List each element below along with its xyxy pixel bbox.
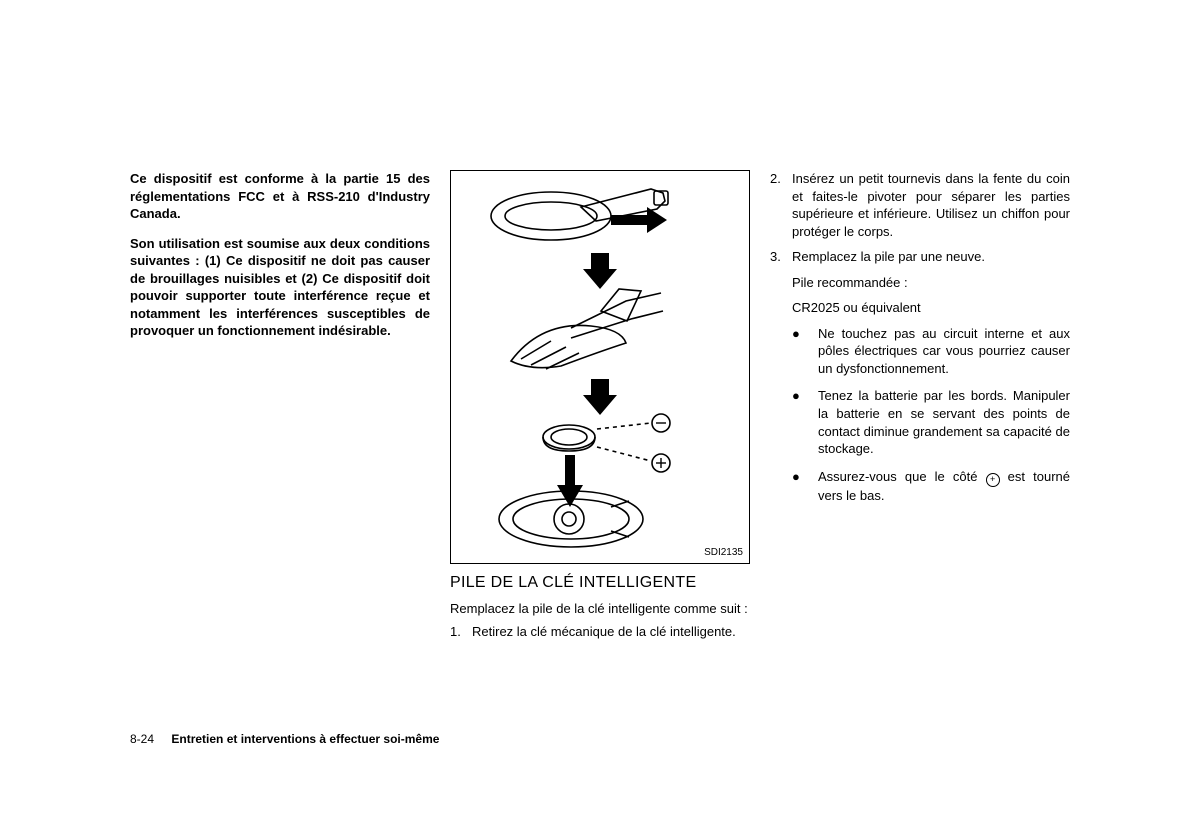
column-3: 2. Insérez un petit tournevis dans la fe… — [770, 170, 1070, 649]
step-3-text: Remplacez la pile par une neuve. — [792, 248, 1070, 266]
bullet-3: ● Assurez-vous que le côté + est tourné … — [792, 468, 1070, 505]
step-2: 2. Insérez un petit tournevis dans la fe… — [770, 170, 1070, 240]
figure-battery-replacement: SDI2135 — [450, 170, 750, 564]
key-battery-illustration — [451, 171, 749, 563]
bullet-3-text: Assurez-vous que le côté + est tourné ve… — [818, 468, 1070, 505]
bullet-1: ● Ne touchez pas au circuit interne et a… — [792, 325, 1070, 378]
page-content: Ce dispositif est conforme à la partie 1… — [130, 170, 1070, 649]
column-1: Ce dispositif est conforme à la partie 1… — [130, 170, 430, 649]
bullet-icon: ● — [792, 468, 818, 505]
step-2-num: 2. — [770, 170, 792, 240]
battery-value: CR2025 ou équivalent — [792, 299, 1070, 317]
bullet-3-a: Assurez-vous que le côté — [818, 469, 986, 484]
bullet-1-text: Ne touchez pas au circuit interne et aux… — [818, 325, 1070, 378]
intro-text: Remplacez la pile de la clé intelligente… — [450, 600, 750, 618]
page-number: 8-24 — [130, 732, 154, 746]
step-1: 1. Retirez la clé mécanique de la clé in… — [450, 623, 750, 641]
step-3-num: 3. — [770, 248, 792, 266]
column-2: SDI2135 PILE DE LA CLÉ INTELLIGENTE Remp… — [450, 170, 750, 649]
page-footer: 8-24 Entretien et interventions à effect… — [130, 732, 439, 746]
bullet-icon: ● — [792, 325, 818, 378]
step-1-num: 1. — [450, 623, 472, 641]
steps-list: 1. Retirez la clé mécanique de la clé in… — [450, 623, 750, 641]
bullet-2-text: Tenez la batterie par les bords. Manipul… — [818, 387, 1070, 457]
step-1-text: Retirez la clé mécanique de la clé intel… — [472, 623, 750, 641]
figure-code: SDI2135 — [704, 546, 743, 560]
steps-list-cont: 2. Insérez un petit tournevis dans la fe… — [770, 170, 1070, 266]
warning-bullets: ● Ne touchez pas au circuit interne et a… — [792, 325, 1070, 504]
footer-title: Entretien et interventions à effectuer s… — [171, 732, 439, 746]
bullet-icon: ● — [792, 387, 818, 457]
section-title: PILE DE LA CLÉ INTELLIGENTE — [450, 572, 750, 594]
step-2-text: Insérez un petit tournevis dans la fente… — [792, 170, 1070, 240]
bullet-2: ● Tenez la batterie par les bords. Manip… — [792, 387, 1070, 457]
battery-label: Pile recommandée : — [792, 274, 1070, 292]
plus-symbol-icon: + — [986, 473, 1000, 487]
step-3: 3. Remplacez la pile par une neuve. — [770, 248, 1070, 266]
fcc-notice-p2: Son utilisation est soumise aux deux con… — [130, 235, 430, 340]
fcc-notice-p1: Ce dispositif est conforme à la partie 1… — [130, 170, 430, 223]
